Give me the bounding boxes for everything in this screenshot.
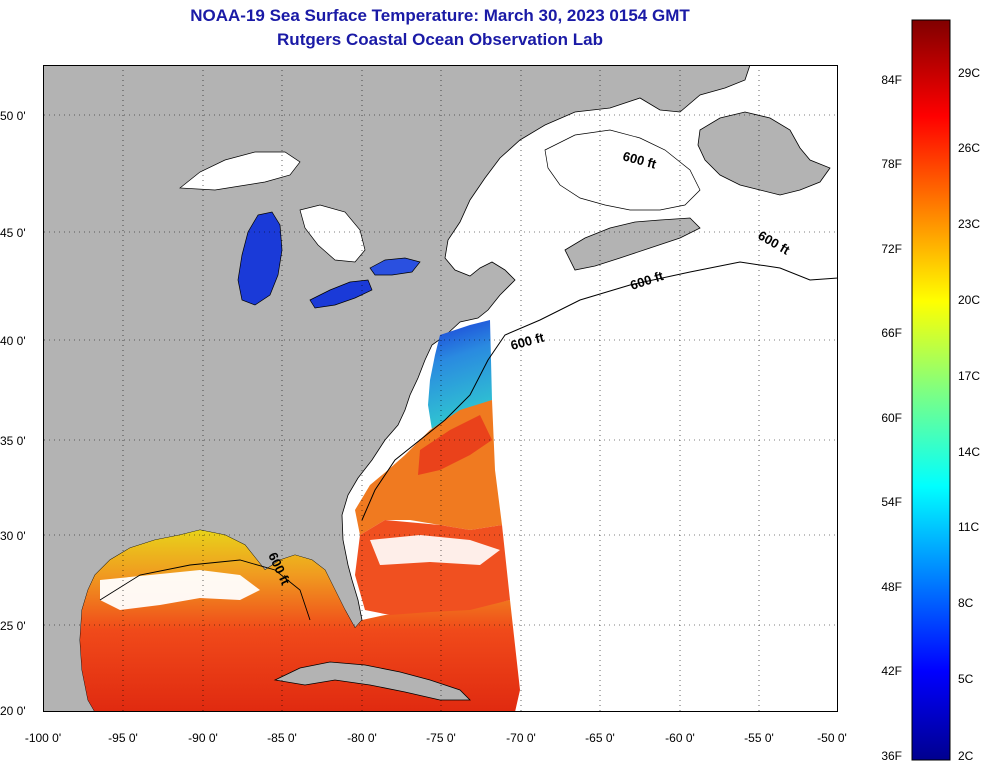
- lake-erie: [309, 279, 373, 309]
- colorbar-c-label: 23C: [958, 217, 980, 231]
- colorbar-fahrenheit-labels: 84F 78F 72F 66F 60F 54F 48F 42F 36F: [881, 73, 902, 763]
- x-tick-label: -100 0': [25, 731, 61, 745]
- y-tick-label: 50 0': [0, 109, 26, 123]
- colorbar-f-label: 84F: [881, 73, 902, 87]
- colorbar-f-label: 54F: [881, 495, 902, 509]
- x-tick-label: -65 0': [585, 731, 615, 745]
- land-cuba: [273, 661, 471, 701]
- colorbar-f-label: 36F: [881, 749, 902, 763]
- colorbar-c-label: 11C: [958, 520, 979, 534]
- x-tick-label: -85 0': [267, 731, 297, 745]
- map-frame: [43, 65, 838, 712]
- y-tick-label: 30 0': [0, 529, 26, 543]
- land-north-america: [43, 65, 751, 712]
- map-subtitle: Rutgers Coastal Ocean Observation Lab: [277, 30, 603, 49]
- x-tick-label: -90 0': [188, 731, 218, 745]
- sst-atlantic-coastal: [428, 320, 492, 430]
- x-tick-label: -70 0': [506, 731, 536, 745]
- lake-ontario: [369, 257, 421, 276]
- sst-gulf-stream-core: [418, 415, 492, 475]
- colorbar-c-label: 26C: [958, 141, 980, 155]
- lake-superior: [179, 151, 301, 191]
- colorbar-f-label: 60F: [881, 411, 902, 425]
- x-tick-label: -80 0': [347, 731, 377, 745]
- colorbar-c-label: 2C: [958, 749, 974, 763]
- colorbar-gradient: [911, 19, 951, 761]
- y-tick-label: 40 0': [0, 334, 26, 348]
- x-tick-label: -55 0': [744, 731, 774, 745]
- colorbar-c-label: 8C: [958, 596, 974, 610]
- colorbar-celsius-labels: 29C 26C 23C 20C 17C 14C 11C 8C 5C 2C: [958, 66, 980, 763]
- gulf-st-lawrence: [544, 129, 701, 211]
- colorbar-c-label: 17C: [958, 369, 980, 383]
- colorbar-f-label: 78F: [881, 157, 902, 171]
- colorbar-f-label: 72F: [881, 242, 902, 256]
- isobath-600ft-gulf: [99, 559, 311, 621]
- colorbar-f-label: 48F: [881, 580, 902, 594]
- colorbar-c-label: 20C: [958, 293, 980, 307]
- colorbar-c-label: 29C: [958, 66, 980, 80]
- isobath-600ft: [361, 261, 839, 521]
- y-tick-label: 20 0': [0, 704, 26, 718]
- x-axis: -100 0' -95 0' -90 0' -85 0' -80 0' -75 …: [25, 731, 847, 745]
- y-tick-label: 45 0': [0, 226, 26, 240]
- colorbar-c-label: 5C: [958, 672, 974, 686]
- colorbar-f-label: 42F: [881, 664, 902, 678]
- x-tick-label: -60 0': [665, 731, 695, 745]
- x-tick-label: -50 0': [817, 731, 847, 745]
- x-tick-label: -95 0': [108, 731, 138, 745]
- colorbar-c-label: 14C: [958, 445, 980, 459]
- cloud-patch: [100, 570, 260, 610]
- cloud-patch: [370, 535, 500, 565]
- map-title: NOAA-19 Sea Surface Temperature: March 3…: [190, 6, 690, 25]
- colorbar-f-label: 66F: [881, 326, 902, 340]
- lake-huron: [299, 204, 366, 263]
- lake-michigan: [237, 211, 283, 306]
- y-axis: 50 0' 45 0' 40 0' 35 0' 30 0' 25 0' 20 0…: [0, 109, 26, 718]
- y-tick-label: 35 0': [0, 434, 26, 448]
- land-nova-scotia: [564, 217, 701, 271]
- y-tick-label: 25 0': [0, 619, 26, 633]
- land-newfoundland: [697, 111, 831, 196]
- x-tick-label: -75 0': [426, 731, 456, 745]
